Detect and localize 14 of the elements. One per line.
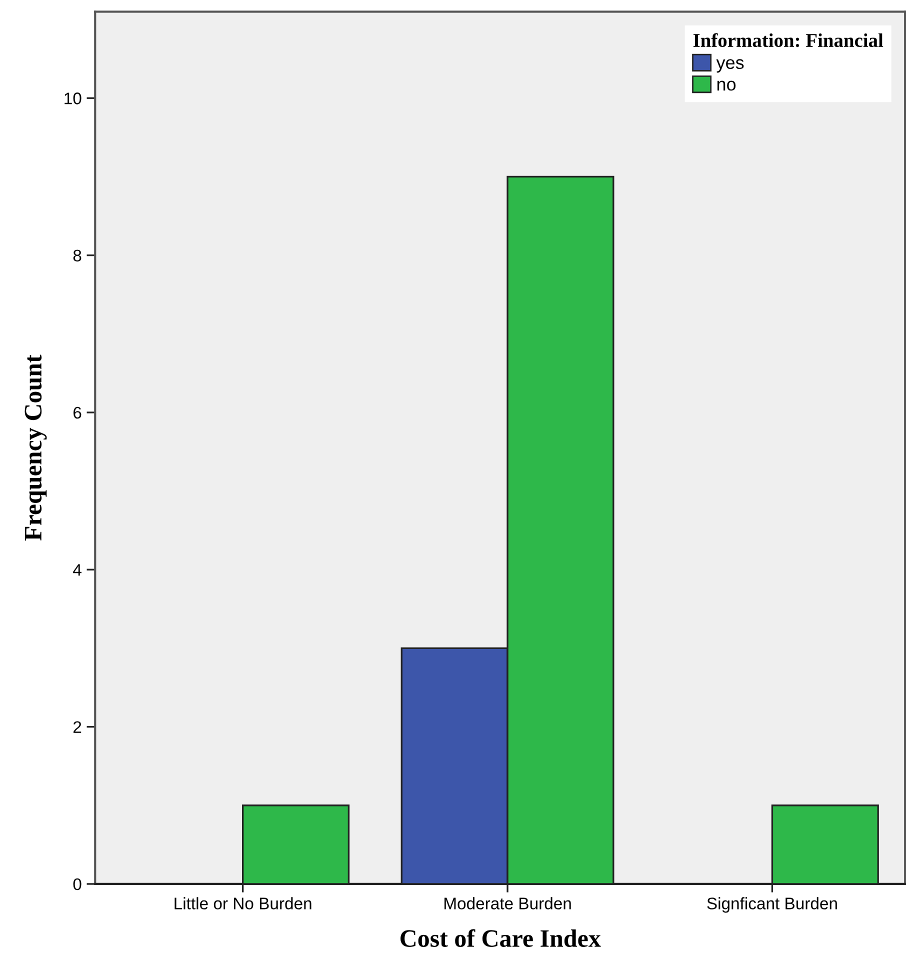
y-tick-label: 8	[73, 250, 82, 262]
y-tick-label: 2	[74, 721, 82, 733]
x-tick-label: Little or No Burden	[174, 897, 312, 910]
y-tick-label: 0	[73, 878, 82, 890]
x-tick-label: Signficant Burden	[707, 897, 837, 913]
y-tick-label: 6	[74, 406, 82, 419]
x-axis-title: Cost of Care Index	[400, 929, 601, 947]
y-tick-label: 4	[73, 564, 82, 576]
legend-label: no	[717, 80, 736, 91]
legend-title: Information: Financial	[693, 33, 884, 48]
y-axis-title: Frequency Count	[24, 354, 47, 541]
y-tick-label: 10	[64, 92, 82, 104]
x-tick-label: Moderate Burden	[444, 897, 571, 910]
legend-label: yes	[716, 59, 744, 73]
